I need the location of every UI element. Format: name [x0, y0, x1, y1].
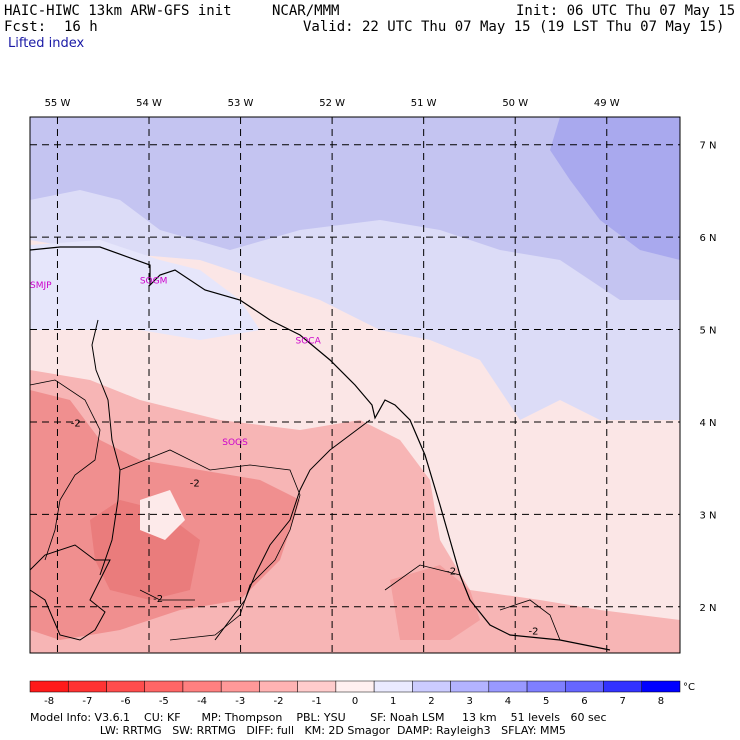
colorbar-level-label: 6 [581, 696, 587, 707]
init-time: Init: 06 UTC Thu 07 May 15 [516, 3, 736, 19]
contour-label: -2 [446, 566, 456, 577]
lon-tick-label: 51 W [411, 98, 437, 109]
contour-value-labels: -2 -2 -2 -2 -2 [71, 419, 539, 638]
region-cool-patch [140, 490, 185, 540]
region-west-light [30, 240, 260, 340]
contour-label: -2 [529, 627, 539, 638]
colorbar-swatch [450, 680, 490, 693]
fcst-label: Fcst: [4, 19, 47, 35]
colorbar-level-label: 7 [619, 696, 625, 707]
colorbar-swatch [526, 680, 566, 693]
lon-tick-label: 50 W [502, 98, 528, 109]
colorbar-swatch [641, 680, 681, 693]
border-guiana [214, 419, 371, 641]
center-name: NCAR/MMM [272, 3, 340, 19]
station-label: SOGM [140, 276, 168, 286]
colorbar-level-label: 4 [505, 696, 511, 707]
colorbar-swatch [144, 680, 184, 693]
border-suriname-west [29, 544, 111, 641]
lat-tick-label: 5 N [699, 326, 716, 337]
colorbar-level-label: 3 [467, 696, 473, 707]
model-title: HAIC-HIWC 13km ARW-GFS init [4, 3, 232, 19]
lat-tick-label: 6 N [699, 233, 716, 244]
colorbar-swatch [603, 680, 643, 693]
contour-label: -2 [71, 419, 81, 430]
colorbar-level-label: -5 [159, 696, 169, 707]
colorbar-swatch [373, 680, 413, 693]
station-label: SOOS [222, 438, 248, 448]
station-label: SMJP [30, 281, 52, 291]
colorbar-level-label: 2 [428, 696, 434, 707]
border-suriname-inland [91, 319, 121, 576]
colorbar-unit: °C [683, 682, 695, 693]
colorbar-swatch [106, 680, 145, 693]
field-name: Lifted index [8, 36, 85, 51]
colorbar-swatch [297, 680, 337, 693]
colorbar-level-label: -8 [44, 696, 54, 707]
colorbar-swatch [259, 680, 298, 693]
colorbar: -8 -7 -6 -5 -4 -3 -2 -1 0 1 2 3 4 5 6 7 8 °C [29, 680, 695, 707]
colorbar-swatch [67, 680, 107, 693]
colorbar-swatch [412, 680, 451, 693]
fcst-value: 16 h [64, 19, 98, 35]
colorbar-level-label: -7 [82, 696, 92, 707]
colorbar-level-label: 5 [543, 696, 549, 707]
lon-tick-label: 52 W [319, 98, 345, 109]
colorbar-level-label: 8 [658, 696, 664, 707]
field-layer [30, 117, 680, 653]
contour-label: -2 [153, 594, 163, 605]
colorbar-swatch [335, 680, 375, 693]
colorbar-swatch [565, 680, 604, 693]
colorbar-level-label: -1 [312, 696, 322, 707]
footer-model-info: Model Info: V3.6.1 CU: KF MP: Thompson P… [30, 711, 607, 724]
station-labels: SMJP SOGM SOCA SOOS [30, 276, 322, 448]
colorbar-level-label: -2 [274, 696, 284, 707]
station-label: SOCA [295, 336, 321, 346]
footer-physics-info: LW: RRTMG SW: RRTMG DIFF: full KM: 2D Sm… [30, 724, 566, 737]
region-north-deep [30, 117, 680, 300]
plot-frame [29, 116, 681, 654]
colorbar-level-label: 0 [352, 696, 358, 707]
colorbar-level-label: 1 [390, 696, 396, 707]
lat-tick-label: 4 N [699, 418, 716, 429]
region-se-warm [390, 565, 480, 640]
lon-tick-label: 49 W [594, 98, 620, 109]
colorbar-level-label: -6 [121, 696, 131, 707]
lat-tick-label: 2 N [699, 603, 716, 614]
region-northeast-deepest [550, 117, 680, 260]
lat-tick-label: 3 N [699, 510, 716, 521]
lon-tick-label: 53 W [228, 98, 254, 109]
valid-time: Valid: 22 UTC Thu 07 May 15 (19 LST Thu … [303, 19, 725, 35]
lon-tick-labels: 55 W 54 W 53 W 52 W 51 W 50 W 49 W [45, 98, 620, 109]
colorbar-level-label: -3 [235, 696, 245, 707]
grid-lines [30, 117, 680, 653]
contour-label: -2 [190, 479, 200, 490]
lon-tick-label: 54 W [136, 98, 162, 109]
colorbar-swatch [29, 680, 69, 693]
lon-tick-label: 55 W [45, 98, 71, 109]
colorbar-swatch [488, 680, 528, 693]
contour-lines [29, 379, 561, 641]
colorbar-swatch [182, 680, 222, 693]
colorbar-level-label: -4 [197, 696, 207, 707]
lat-tick-label: 7 N [699, 141, 716, 152]
colorbar-swatch [220, 680, 260, 693]
lat-tick-labels: 7 N 6 N 5 N 4 N 3 N 2 N [699, 141, 716, 614]
